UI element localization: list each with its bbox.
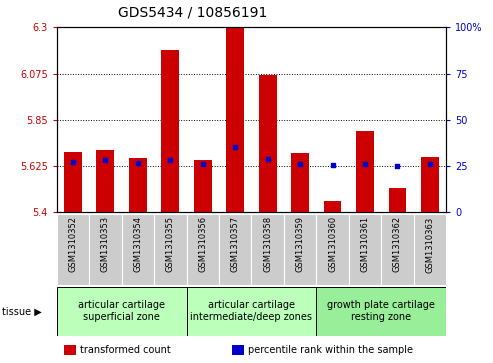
Point — [329, 162, 337, 168]
Bar — [317, 214, 349, 285]
Point — [69, 159, 77, 165]
Point — [134, 160, 142, 166]
Text: GSM1310354: GSM1310354 — [133, 216, 142, 272]
Text: GSM1310352: GSM1310352 — [69, 216, 77, 272]
Bar — [161, 50, 179, 212]
Bar — [194, 160, 211, 212]
Bar — [89, 214, 122, 285]
Bar — [349, 214, 381, 285]
Bar — [317, 287, 446, 336]
Text: transformed count: transformed count — [80, 345, 171, 355]
Point — [102, 157, 109, 163]
Text: GSM1310360: GSM1310360 — [328, 216, 337, 272]
Bar — [259, 74, 277, 212]
Text: GSM1310358: GSM1310358 — [263, 216, 272, 272]
Bar — [64, 152, 82, 212]
Bar — [284, 214, 317, 285]
Bar — [57, 287, 186, 336]
Bar — [226, 28, 244, 212]
Text: GSM1310355: GSM1310355 — [166, 216, 175, 272]
Bar — [129, 158, 147, 212]
Bar — [122, 214, 154, 285]
Bar — [356, 131, 374, 212]
Text: percentile rank within the sample: percentile rank within the sample — [247, 345, 413, 355]
Point — [426, 161, 434, 167]
Point — [231, 144, 239, 150]
Text: GSM1310363: GSM1310363 — [425, 216, 434, 273]
Bar — [65, 345, 76, 355]
Text: tissue ▶: tissue ▶ — [2, 306, 42, 316]
Bar — [388, 188, 406, 212]
Text: GDS5434 / 10856191: GDS5434 / 10856191 — [118, 6, 268, 20]
Text: GSM1310362: GSM1310362 — [393, 216, 402, 272]
Bar — [414, 214, 446, 285]
Bar — [154, 214, 186, 285]
Text: GSM1310356: GSM1310356 — [198, 216, 207, 272]
Point — [361, 161, 369, 167]
Point — [166, 157, 174, 163]
Bar — [186, 287, 317, 336]
Point — [296, 161, 304, 167]
Bar — [421, 157, 439, 212]
Bar — [57, 214, 89, 285]
Point — [393, 163, 401, 169]
Point — [264, 156, 272, 162]
Point — [199, 161, 207, 167]
Text: GSM1310357: GSM1310357 — [231, 216, 240, 272]
Bar — [232, 345, 244, 355]
Bar — [381, 214, 414, 285]
Text: GSM1310359: GSM1310359 — [296, 216, 305, 272]
Bar — [97, 150, 114, 212]
Text: growth plate cartilage
resting zone: growth plate cartilage resting zone — [327, 301, 435, 322]
Text: articular cartilage
intermediate/deep zones: articular cartilage intermediate/deep zo… — [190, 301, 313, 322]
Text: GSM1310353: GSM1310353 — [101, 216, 110, 272]
Bar — [186, 214, 219, 285]
Bar — [251, 214, 284, 285]
Text: GSM1310361: GSM1310361 — [360, 216, 370, 272]
Bar — [323, 201, 342, 212]
Text: articular cartilage
superficial zone: articular cartilage superficial zone — [78, 301, 165, 322]
Bar — [291, 153, 309, 212]
Bar — [219, 214, 251, 285]
